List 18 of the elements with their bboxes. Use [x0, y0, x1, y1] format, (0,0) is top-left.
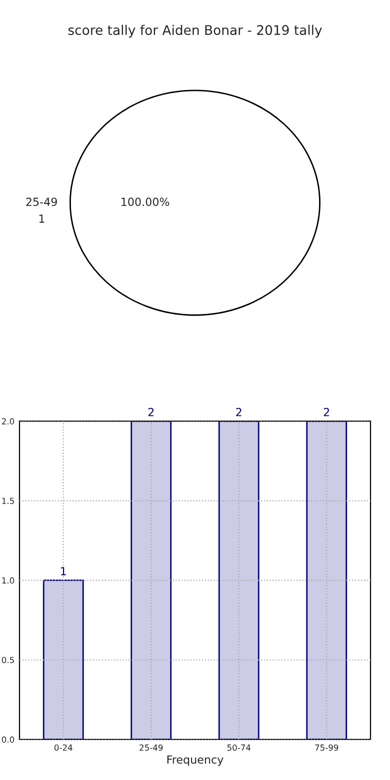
data-label: 2 — [236, 408, 242, 416]
x-tick-label: 50-74 — [227, 744, 251, 751]
x-axis-title: Frequency — [167, 755, 224, 766]
y-tick-label: 0.0 — [2, 736, 14, 743]
data-label: 2 — [324, 408, 330, 416]
x-tick-label: 25-49 — [140, 744, 163, 751]
y-tick-label: 0.5 — [2, 656, 14, 664]
text: 1 — [39, 214, 44, 223]
y-tick-label: 2.0 — [2, 418, 14, 424]
data-label: 100.00% — [122, 198, 170, 206]
x-tick-label: 75-99 — [315, 744, 338, 751]
chart-title: score tally for Aiden Bonar - 2019 tally — [68, 24, 322, 38]
y-tick-label: 1.0 — [2, 577, 14, 584]
slice-label: 25-49 — [26, 198, 57, 206]
data-label: 1 — [61, 567, 66, 576]
data-label: 2 — [148, 408, 154, 416]
x-tick-label: 0-24 — [54, 744, 72, 751]
y-tick-label: 1.5 — [2, 498, 14, 504]
